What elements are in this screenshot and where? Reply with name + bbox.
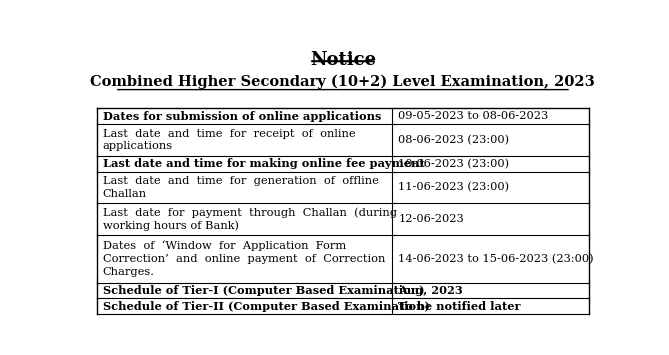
Text: Last date and time for making online fee payment: Last date and time for making online fee… [103, 158, 424, 169]
Text: Schedule of Tier-I (Computer Based Examination): Schedule of Tier-I (Computer Based Exami… [103, 285, 424, 296]
Text: Aug, 2023: Aug, 2023 [398, 285, 463, 296]
Text: Last  date  for  payment  through  Challan  (during
working hours of Bank): Last date for payment through Challan (d… [103, 207, 397, 231]
Text: Notice: Notice [310, 51, 376, 69]
Text: Dates  of  ‘Window  for  Application  Form
Correction’  and  online  payment  of: Dates of ‘Window for Application Form Co… [103, 241, 385, 277]
Text: Dates for submission of online applications: Dates for submission of online applicati… [103, 111, 381, 122]
Text: 09-05-2023 to 08-06-2023: 09-05-2023 to 08-06-2023 [398, 111, 549, 121]
Text: 11-06-2023 (23:00): 11-06-2023 (23:00) [398, 182, 510, 193]
Text: To be notified later: To be notified later [398, 301, 521, 312]
Text: Last  date  and  time  for  receipt  of  online
applications: Last date and time for receipt of online… [103, 129, 355, 151]
Text: 14-06-2023 to 15-06-2023 (23:00): 14-06-2023 to 15-06-2023 (23:00) [398, 254, 594, 264]
Text: 12-06-2023: 12-06-2023 [398, 214, 464, 224]
Text: 08-06-2023 (23:00): 08-06-2023 (23:00) [398, 135, 510, 145]
Text: Last  date  and  time  for  generation  of  offline
Challan: Last date and time for generation of off… [103, 176, 379, 199]
Text: Schedule of Tier-II (Computer Based Examination): Schedule of Tier-II (Computer Based Exam… [103, 301, 429, 312]
Text: Combined Higher Secondary (10+2) Level Examination, 2023: Combined Higher Secondary (10+2) Level E… [90, 75, 595, 89]
Text: 10-06-2023 (23:00): 10-06-2023 (23:00) [398, 159, 510, 169]
